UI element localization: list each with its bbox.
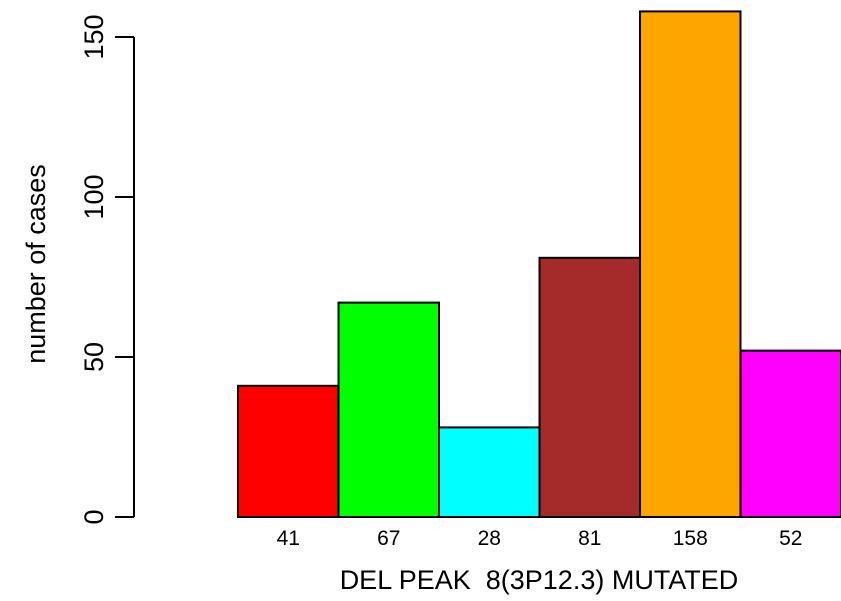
- bar-52: [739, 349, 841, 518]
- category-labels: 41 67 28 81 158 52: [277, 527, 803, 550]
- y-axis-label: number of cases: [21, 164, 51, 364]
- category-label: 41: [277, 527, 300, 550]
- bar-81: [538, 256, 641, 518]
- bar-41: [237, 384, 340, 518]
- bar-158: [639, 10, 742, 519]
- y-tick-label: 150: [79, 14, 109, 59]
- y-axis: 0 50 100 150: [79, 14, 135, 525]
- category-label: 81: [578, 527, 601, 550]
- bar-28: [438, 426, 541, 518]
- y-tick-label: 100: [79, 174, 109, 219]
- category-label: 67: [377, 527, 400, 550]
- category-label: 28: [478, 527, 501, 550]
- bar-67: [337, 301, 440, 518]
- bars-group: [237, 10, 841, 519]
- y-tick-label: 0: [79, 509, 109, 524]
- category-label: 52: [779, 527, 802, 550]
- category-label: 158: [673, 527, 708, 550]
- x-axis-label: DEL PEAK 8(3P12.3) MUTATED: [340, 565, 739, 595]
- y-tick-label: 50: [79, 342, 109, 372]
